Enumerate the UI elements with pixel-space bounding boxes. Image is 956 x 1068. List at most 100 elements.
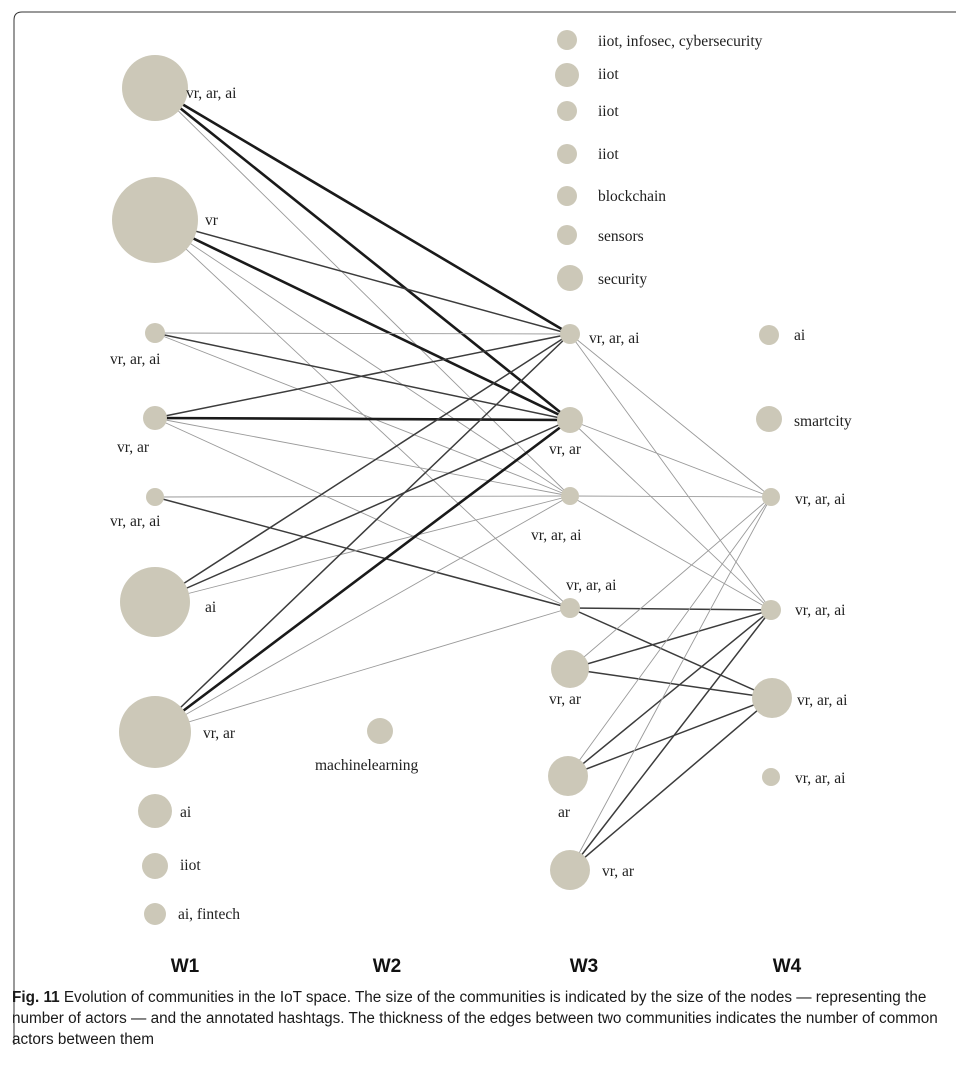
edge-w3_8-w4_4 bbox=[569, 333, 772, 611]
column-label-w4: W4 bbox=[773, 956, 802, 977]
node-w3_2 bbox=[555, 63, 579, 87]
edge-w1_2-w3_11 bbox=[154, 219, 571, 609]
node-w1_7 bbox=[119, 696, 191, 768]
node-w3_9 bbox=[557, 407, 583, 433]
edge-w3_12-w4_3 bbox=[569, 496, 772, 670]
node-label-w1_9: iiot bbox=[180, 857, 201, 874]
node-label-w3_14: vr, ar bbox=[602, 863, 635, 880]
node-label-w3_7: security bbox=[598, 271, 647, 288]
edge-w1_4-w3_11 bbox=[154, 417, 571, 609]
node-w4_5 bbox=[752, 678, 792, 718]
edge-w3_9-w4_3 bbox=[569, 419, 772, 498]
node-w1_9 bbox=[142, 853, 168, 879]
edge-w1_6-w3_8 bbox=[154, 333, 571, 603]
edge-w1_5-w3_11 bbox=[154, 496, 571, 609]
nodes-layer bbox=[112, 30, 792, 925]
node-label-w3_5: blockchain bbox=[598, 188, 666, 205]
edge-w3_8-w4_3 bbox=[569, 333, 772, 498]
node-w3_12 bbox=[551, 650, 589, 688]
node-w4_1 bbox=[759, 325, 779, 345]
edge-w1_4-w3_10 bbox=[154, 417, 571, 497]
node-w3_3 bbox=[557, 101, 577, 121]
column-label-w1: W1 bbox=[171, 956, 200, 977]
edge-w3_10-w4_4 bbox=[569, 495, 772, 611]
node-w3_7 bbox=[557, 265, 583, 291]
labels-layer: vr, ar, ai vr vr, ar, ai vr, ar vr, ar, ai ai… bbox=[110, 33, 852, 923]
node-label-w1_8: ai bbox=[180, 804, 192, 821]
node-label-w4_4: vr, ar, ai bbox=[795, 602, 846, 619]
node-w1_10 bbox=[144, 903, 166, 925]
node-label-w3_10: vr, ar, ai bbox=[531, 527, 582, 544]
edge-w3_14-w4_3 bbox=[569, 496, 772, 871]
node-w4_3 bbox=[762, 488, 780, 506]
edge-w1_6-w3_10 bbox=[154, 495, 571, 603]
node-w1_1 bbox=[122, 55, 188, 121]
node-label-w4_2: smartcity bbox=[794, 413, 852, 430]
edge-w1_1-w3_9 bbox=[153, 86, 572, 422]
column-label-w3: W3 bbox=[570, 956, 599, 977]
edge-w1_2-w3_10 bbox=[154, 219, 571, 497]
figure-caption: Fig. 11 Evolution of communities in the … bbox=[12, 987, 947, 1050]
node-label-w3_11: vr, ar, ai bbox=[566, 577, 617, 594]
edge-w1_7-w3_9 bbox=[153, 418, 572, 734]
node-w3_13 bbox=[548, 756, 588, 796]
node-label-w3_6: sensors bbox=[598, 228, 644, 245]
node-label-w3_2: iiot bbox=[598, 66, 619, 83]
node-w1_3 bbox=[145, 323, 165, 343]
edge-w1_6-w3_9 bbox=[154, 419, 571, 603]
edge-w1_3-w3_10 bbox=[154, 332, 571, 497]
edge-w1_1-w3_10 bbox=[154, 87, 571, 497]
node-w2_1 bbox=[367, 718, 393, 744]
edge-w3_14-w4_4 bbox=[569, 609, 772, 871]
node-label-w4_6: vr, ar, ai bbox=[795, 770, 846, 787]
column-labels: W1 W2 W3 W4 bbox=[171, 956, 802, 977]
edge-w1_2-w3_8 bbox=[154, 219, 571, 335]
node-w4_6 bbox=[762, 768, 780, 786]
edges-layer bbox=[153, 86, 773, 871]
node-label-w1_4: vr, ar bbox=[117, 439, 150, 456]
node-w1_8 bbox=[138, 794, 172, 828]
node-label-w3_8: vr, ar, ai bbox=[589, 330, 640, 347]
node-w3_5 bbox=[557, 186, 577, 206]
edge-w3_11-w4_5 bbox=[569, 607, 773, 699]
node-w3_10 bbox=[561, 487, 579, 505]
node-label-w4_1: ai bbox=[794, 327, 806, 344]
node-w3_1 bbox=[557, 30, 577, 50]
edge-w3_12-w4_4 bbox=[569, 609, 772, 670]
node-label-w3_12: vr, ar bbox=[549, 691, 582, 708]
node-label-w4_5: vr, ar, ai bbox=[797, 692, 848, 709]
node-label-w3_4: iiot bbox=[598, 146, 619, 163]
edge-w3_10-w4_3 bbox=[569, 495, 772, 498]
node-w3_4 bbox=[557, 144, 577, 164]
node-label-w1_2: vr bbox=[205, 212, 219, 229]
node-w3_6 bbox=[557, 225, 577, 245]
edge-w1_2-w3_9 bbox=[153, 218, 572, 422]
node-w4_4 bbox=[761, 600, 781, 620]
node-label-w1_5: vr, ar, ai bbox=[110, 513, 161, 530]
node-label-w3_1: iiot, infosec, cybersecurity bbox=[598, 33, 763, 50]
node-w3_14 bbox=[550, 850, 590, 890]
edge-w3_13-w4_5 bbox=[567, 697, 773, 777]
edge-w3_14-w4_5 bbox=[569, 697, 773, 871]
edge-w3_13-w4_4 bbox=[567, 609, 772, 777]
node-w1_4 bbox=[143, 406, 167, 430]
column-label-w2: W2 bbox=[373, 956, 402, 977]
node-label-w1_7: vr, ar bbox=[203, 725, 236, 742]
edge-w1_3-w3_8 bbox=[154, 332, 571, 335]
node-label-w1_6: ai bbox=[205, 599, 217, 616]
edge-w1_7-w3_11 bbox=[154, 607, 571, 733]
node-w1_2 bbox=[112, 177, 198, 263]
node-w4_2 bbox=[756, 406, 782, 432]
edge-w3_11-w4_4 bbox=[569, 607, 772, 611]
figure-border bbox=[13, 11, 956, 1045]
node-w3_8 bbox=[560, 324, 580, 344]
edge-w1_4-w3_9 bbox=[153, 416, 572, 422]
node-label-w3_13: ar bbox=[558, 804, 571, 821]
node-label-w4_3: vr, ar, ai bbox=[795, 491, 846, 508]
caption-text: Evolution of communities in the IoT spac… bbox=[12, 989, 938, 1048]
node-w3_11 bbox=[560, 598, 580, 618]
edge-w3_13-w4_3 bbox=[567, 496, 772, 777]
node-label-w1_3: vr, ar, ai bbox=[110, 351, 161, 368]
